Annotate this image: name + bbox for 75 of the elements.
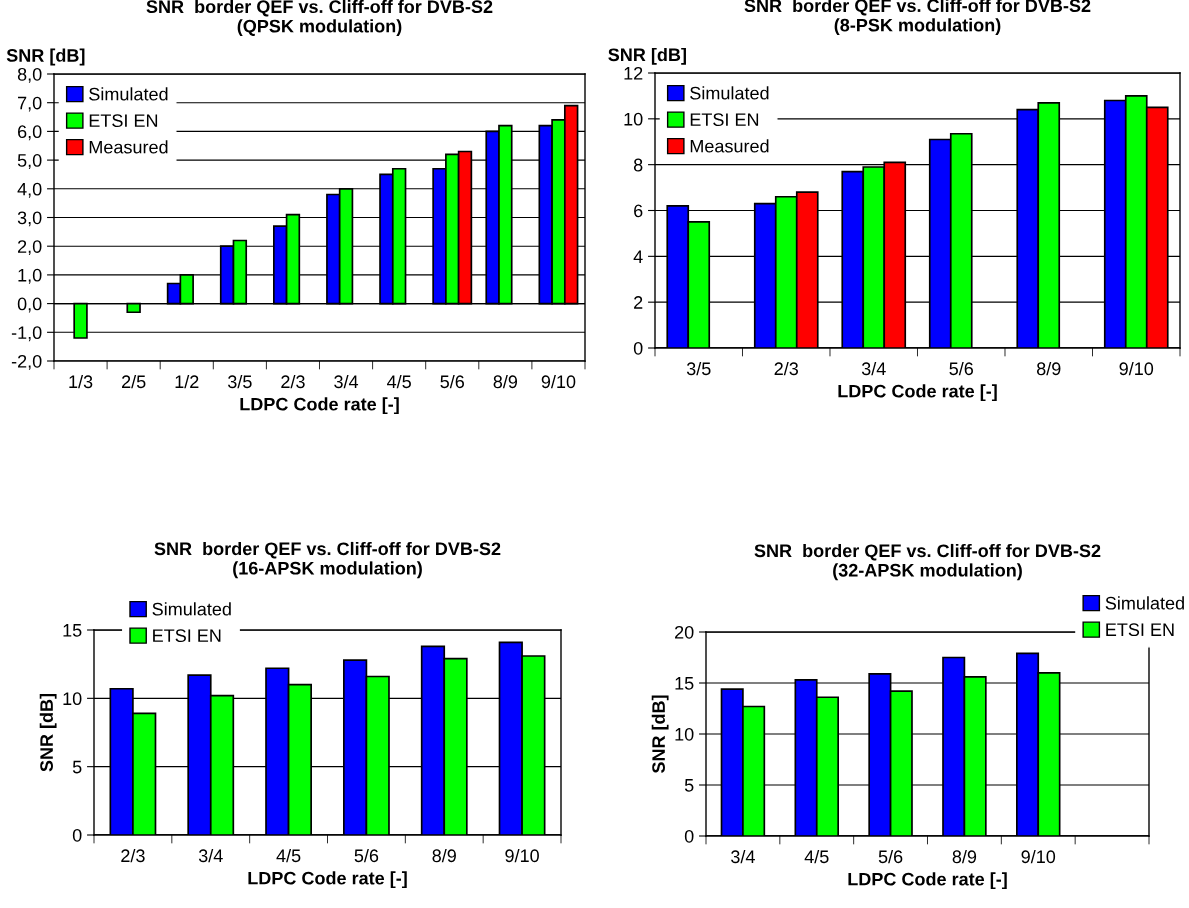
x-tick-label: 9/10 — [1119, 361, 1154, 376]
x-axis-title: LDPC Code rate [-] — [248, 871, 407, 889]
y-tick-label: 10 — [624, 112, 643, 126]
y-tick-label: 4 — [633, 250, 643, 263]
x-tick-label: 3/4 — [861, 361, 886, 376]
x-tick-label: 5/6 — [440, 374, 465, 389]
x-tick-label: 3/5 — [686, 361, 711, 376]
y-tick-label: 15 — [675, 677, 694, 690]
x-tick-label: 2/3 — [774, 361, 799, 376]
y-tick-label: 15 — [63, 624, 82, 637]
y-tick-label: 8 — [633, 158, 643, 172]
legend-label: ETSI EN — [1106, 623, 1174, 637]
y-tick-label: 5,0 — [17, 154, 42, 169]
y-axis-title: SNR [dB] — [608, 47, 686, 65]
x-tick-label: 8/9 — [493, 374, 518, 389]
legend-label: Measured — [89, 140, 168, 154]
legend-label: Simulated — [1105, 596, 1184, 610]
y-axis-title: SNR [dB] — [651, 695, 669, 774]
y-tick-label: 0 — [72, 828, 82, 842]
x-axis-title: LDPC Code rate [-] — [838, 384, 997, 402]
y-tick-label: 5 — [684, 779, 694, 792]
x-tick-label: 3/4 — [731, 849, 755, 864]
y-tick-label: 10 — [63, 692, 82, 706]
x-tick-label: 3/5 — [227, 374, 252, 389]
x-tick-label: 8/9 — [952, 849, 977, 864]
x-tick-label: 5/6 — [949, 361, 974, 376]
x-tick-label: 1/2 — [175, 374, 199, 389]
chart-title: SNR border QEF vs. Cliff-off for DVB-S2 (16-APSK modulation) — [154, 541, 501, 579]
x-tick-label: 2/3 — [121, 848, 145, 863]
x-tick-label: 2/5 — [122, 374, 146, 389]
y-tick-label: 6,0 — [18, 125, 42, 141]
x-tick-label: 2/3 — [281, 374, 305, 389]
y-tick-label: 12 — [624, 66, 643, 80]
x-tick-label: 8/9 — [1036, 361, 1061, 376]
y-tick-label: 0,0 — [17, 297, 42, 313]
legend-label: ETSI EN — [690, 113, 759, 127]
y-tick-label: 0 — [684, 829, 694, 843]
legend-label: Simulated — [690, 86, 769, 100]
x-tick-label: 4/5 — [276, 848, 301, 863]
chart-title: SNR border QEF vs. Cliff-off for DVB-S2 (32-APSK modulation) — [754, 543, 1101, 581]
x-tick-label: 9/10 — [505, 848, 539, 863]
x-axis-title: LDPC Code rate [-] — [848, 872, 1007, 890]
y-tick-label: 6 — [634, 204, 643, 218]
y-tick-label: 2,0 — [18, 240, 42, 256]
legend-label: ETSI EN — [89, 114, 158, 128]
y-tick-label: 0 — [633, 341, 643, 355]
x-tick-label: 8/9 — [432, 848, 456, 863]
x-tick-label: 4/5 — [804, 849, 829, 864]
y-tick-label: -1,0 — [11, 326, 42, 342]
y-tick-label: 20 — [675, 625, 694, 639]
y-axis-title: SNR [dB] — [6, 48, 85, 66]
chart-title: SNR border QEF vs. Cliff-off for DVB-S2 (QPSK modulation) — [146, 0, 493, 37]
x-axis-title: LDPC Code rate [-] — [240, 397, 399, 415]
legend-label: Simulated — [152, 602, 231, 616]
x-tick-label: 5/6 — [354, 848, 379, 863]
x-tick-label: 3/4 — [334, 374, 359, 389]
y-tick-label: 3,0 — [17, 211, 42, 227]
y-tick-label: 5 — [72, 760, 82, 774]
y-tick-label: 1,0 — [18, 268, 42, 284]
legend-label: Measured — [690, 139, 769, 153]
x-tick-label: 5/6 — [878, 849, 903, 864]
y-tick-label: 4,0 — [17, 182, 42, 198]
y-tick-label: 10 — [675, 727, 694, 741]
y-tick-label: 8,0 — [17, 67, 42, 83]
x-tick-label: 9/10 — [1021, 849, 1056, 864]
y-tick-label: 7,0 — [18, 96, 42, 112]
legend-label: ETSI EN — [153, 629, 221, 643]
x-tick-label: 1/3 — [69, 374, 93, 389]
y-tick-label: -2,0 — [11, 354, 42, 370]
x-tick-label: 3/4 — [198, 848, 223, 863]
y-tick-label: 2 — [634, 296, 643, 309]
x-tick-label: 4/5 — [387, 374, 411, 389]
legend-label: Simulated — [89, 87, 168, 101]
x-tick-label: 9/10 — [541, 374, 576, 389]
y-axis-title: SNR [dB] — [39, 693, 57, 772]
